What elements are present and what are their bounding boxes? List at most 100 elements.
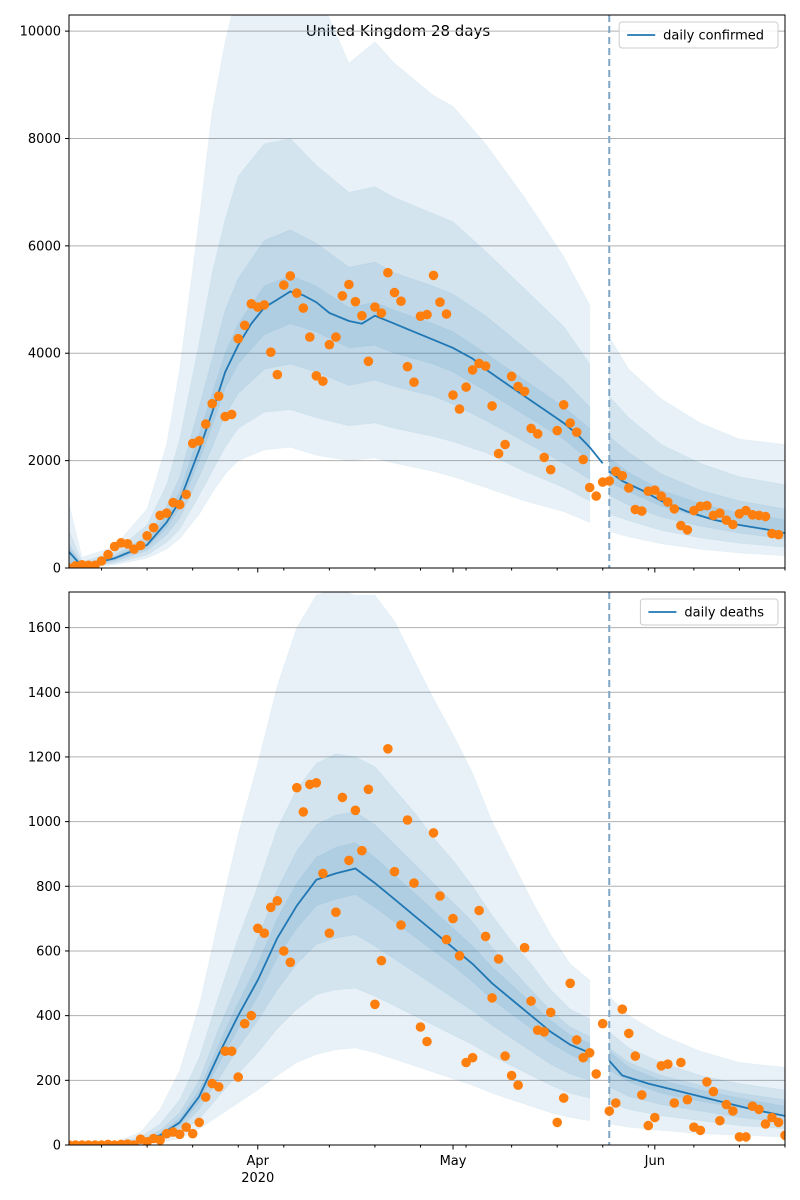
observed-point xyxy=(721,1099,732,1110)
observed-point xyxy=(448,390,458,400)
observed-point xyxy=(103,549,113,560)
observed-point xyxy=(454,951,465,961)
observed-point xyxy=(311,371,322,381)
observed-point xyxy=(181,1122,191,1132)
observed-point xyxy=(780,1130,785,1141)
observed-point xyxy=(318,868,328,879)
observed-point xyxy=(604,1106,615,1116)
observed-point xyxy=(142,531,152,541)
observed-point xyxy=(402,815,413,825)
observed-point xyxy=(487,993,497,1003)
observed-point xyxy=(552,425,562,436)
observed-point xyxy=(650,1112,660,1123)
x-tick-sublabel: 2020 xyxy=(241,1171,274,1186)
observed-point xyxy=(252,923,263,934)
quantile-band-p2.5-p97.5 xyxy=(69,592,591,1145)
observed-point xyxy=(604,476,615,486)
deaths-panel: 0 200 400 600 800 1000 1200 1400 1600 Apr 2020 May… xyxy=(28,591,786,1186)
observed-point xyxy=(187,1128,198,1139)
observed-point xyxy=(272,896,283,906)
quantile-band-p10-p90 xyxy=(69,753,591,1145)
observed-point xyxy=(539,452,549,463)
observed-point xyxy=(279,280,289,290)
observed-point xyxy=(584,482,595,493)
observed-point xyxy=(715,508,725,518)
observed-point xyxy=(285,271,296,281)
observed-point xyxy=(728,1106,738,1116)
observed-point xyxy=(246,1010,257,1021)
observed-point xyxy=(773,529,784,540)
axes-frame xyxy=(68,14,786,569)
observed-point xyxy=(454,404,465,414)
observed-point xyxy=(135,540,146,551)
observed-point xyxy=(741,1132,751,1142)
observed-point xyxy=(584,1048,595,1058)
observed-point xyxy=(298,807,309,817)
observed-point xyxy=(266,902,276,913)
quantile-band-p2.5-p97.5 xyxy=(608,994,785,1138)
observed-point xyxy=(305,332,315,342)
observed-point xyxy=(298,303,309,313)
observed-point xyxy=(773,1117,784,1128)
observed-point xyxy=(617,1004,628,1014)
quantile-band-p40-p60 xyxy=(608,1050,785,1115)
y-axis: 0 2000 4000 6000 8000 10000 xyxy=(20,25,69,577)
observed-point xyxy=(318,376,328,387)
observed-point xyxy=(591,1069,601,1079)
observed-point xyxy=(617,470,628,481)
observed-point xyxy=(239,320,250,331)
observed-point xyxy=(532,429,543,439)
observed-point xyxy=(695,1125,706,1136)
observed-point xyxy=(545,1007,556,1018)
observed-point xyxy=(715,1115,725,1126)
observed-point xyxy=(344,855,354,866)
observed-point xyxy=(708,1086,719,1097)
observed-point xyxy=(422,1036,432,1047)
observed-point xyxy=(96,556,107,566)
quantile-band-p2.5-p97.5 xyxy=(69,15,591,568)
observed-point xyxy=(526,996,536,1006)
y-tick-label: 1200 xyxy=(28,750,61,765)
observed-point xyxy=(435,297,445,308)
observed-point xyxy=(467,1052,478,1063)
observed-point xyxy=(161,508,172,518)
observed-point xyxy=(435,891,445,901)
observed-point xyxy=(500,439,510,450)
observed-point xyxy=(396,296,406,307)
observed-point xyxy=(370,302,380,312)
observed-point xyxy=(467,365,478,375)
observed-point xyxy=(461,382,471,392)
observed-point xyxy=(285,957,296,968)
y-tick-label: 1600 xyxy=(28,621,61,636)
observed-point xyxy=(337,792,348,803)
observed-point xyxy=(669,1098,680,1108)
observed-point xyxy=(396,920,406,930)
observed-point xyxy=(656,491,667,501)
quantile-band-p10-p90 xyxy=(69,137,591,568)
y-axis: 0 200 400 600 800 1000 1200 1400 1600 xyxy=(28,621,69,1154)
observed-point xyxy=(363,784,374,795)
y-tick-label: 600 xyxy=(36,944,61,959)
grid-lines xyxy=(69,627,785,1146)
observed-point xyxy=(409,878,419,888)
observed-point xyxy=(279,946,289,956)
observed-point xyxy=(357,845,367,856)
observed-point xyxy=(148,522,159,533)
y-tick-label: 8000 xyxy=(28,132,61,147)
legend-box xyxy=(639,598,779,626)
observed-point xyxy=(272,369,283,380)
x-tick-label: May xyxy=(440,1154,467,1169)
observed-point xyxy=(545,464,556,475)
quantile-band-p40-p60 xyxy=(69,842,591,1145)
observed-point xyxy=(376,955,387,966)
quantile-band-p25-p75 xyxy=(69,229,591,568)
observed-point xyxy=(552,1117,562,1128)
observed-point xyxy=(519,942,530,953)
y-tick-label: 400 xyxy=(36,1009,61,1024)
observed-point xyxy=(676,1057,686,1068)
observed-point xyxy=(728,519,738,530)
observed-point xyxy=(663,1059,673,1069)
observed-point xyxy=(506,1070,517,1081)
observed-point xyxy=(389,287,400,298)
median-line-fit xyxy=(69,290,604,568)
